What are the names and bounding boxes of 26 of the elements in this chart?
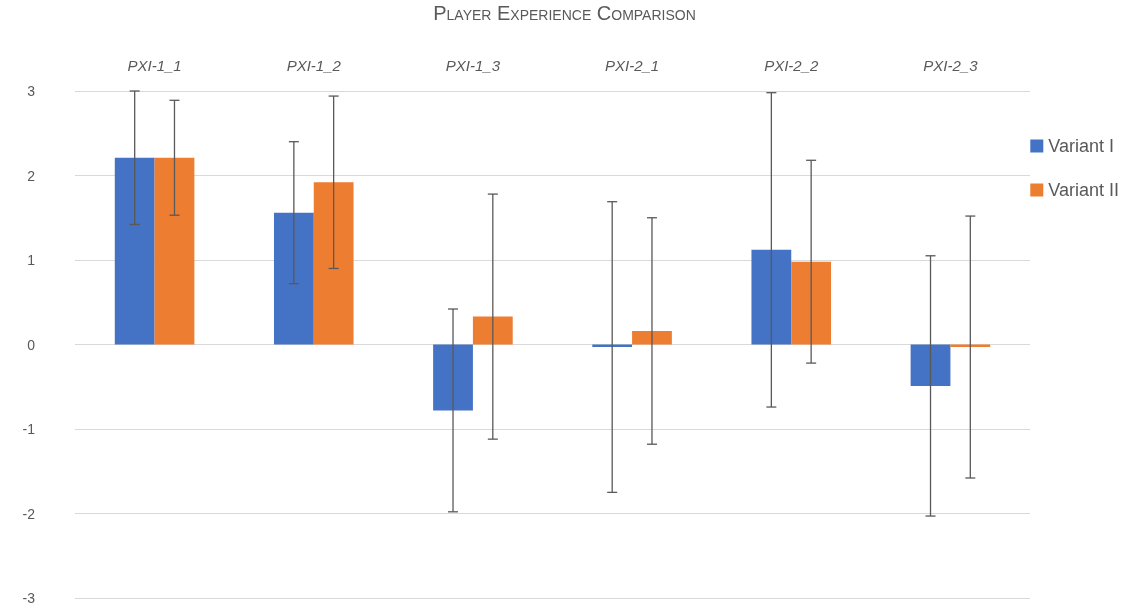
y-tick-label: -2 bbox=[22, 505, 36, 522]
bar bbox=[910, 344, 951, 386]
y-tick-label: -1 bbox=[22, 421, 36, 437]
y-tick-label: 2 bbox=[27, 167, 36, 184]
x-tick-label: PXI-1_1 bbox=[127, 57, 182, 74]
y-tick-label: 3 bbox=[27, 83, 36, 99]
bar bbox=[433, 344, 473, 411]
bar bbox=[632, 330, 672, 345]
bar bbox=[273, 212, 314, 345]
x-tick-label: PXI-1_2 bbox=[286, 57, 342, 74]
bar bbox=[313, 182, 354, 345]
bar bbox=[472, 316, 513, 345]
x-tick-label: PXI-1_3 bbox=[445, 57, 501, 74]
x-tick-label: PXI-2_3 bbox=[923, 57, 979, 74]
x-tick-label: PXI-2_1 bbox=[604, 57, 660, 74]
legend-label: Variant I bbox=[1048, 136, 1114, 156]
bar bbox=[154, 157, 195, 345]
bar bbox=[751, 249, 792, 345]
x-tick-label: PXI-2_2 bbox=[764, 57, 820, 74]
y-tick-label: 1 bbox=[27, 252, 36, 268]
legend-label: Variant II bbox=[1048, 180, 1119, 200]
bar bbox=[791, 261, 832, 345]
chart-title: Player Experience Comparison bbox=[432, 2, 697, 25]
bar bbox=[114, 157, 155, 345]
y-tick-label: 0 bbox=[27, 336, 36, 353]
y-tick-label: -3 bbox=[22, 590, 36, 606]
